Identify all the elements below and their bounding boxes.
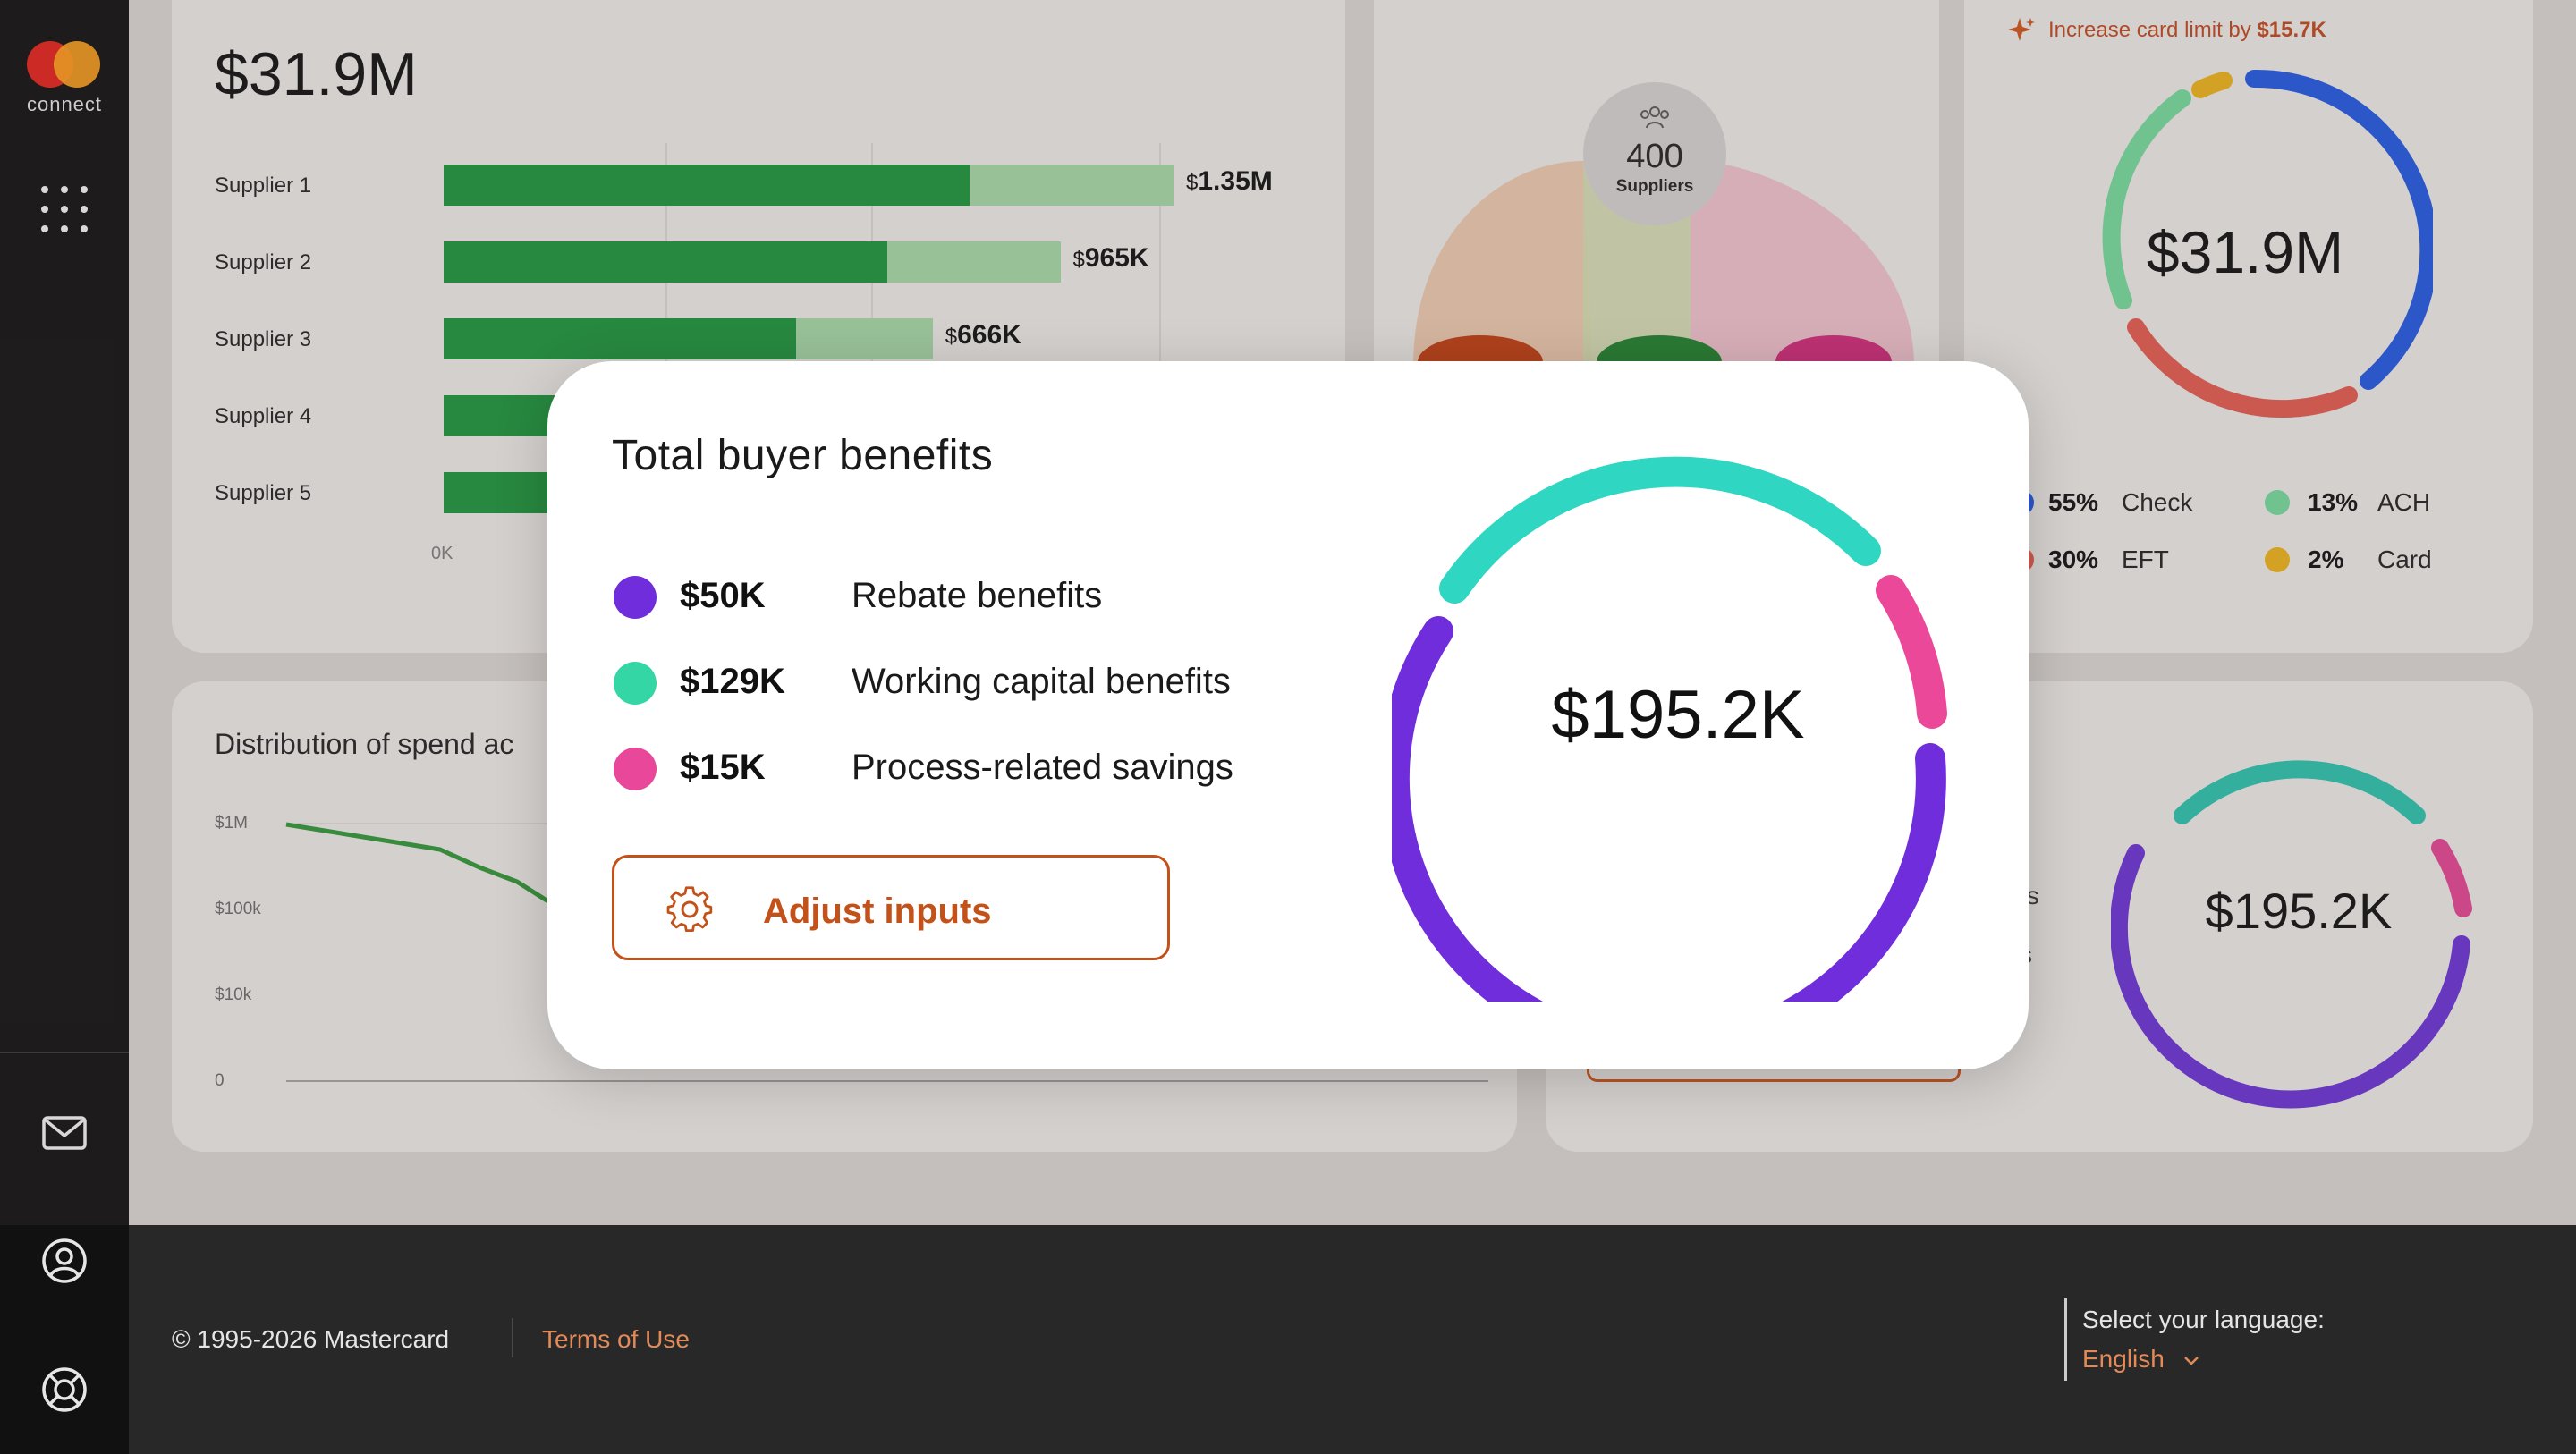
benefit-dot-process xyxy=(614,748,657,790)
footer xyxy=(129,1225,2576,1454)
legend-label: EFT xyxy=(2122,545,2169,573)
mastercard-logo[interactable] xyxy=(25,41,102,89)
adjust-inputs-label: Adjust inputs xyxy=(763,892,992,931)
language-divider xyxy=(2064,1298,2067,1381)
gridline xyxy=(286,823,555,824)
legend-label: ACH xyxy=(2377,488,2431,516)
supplier-label: Supplier 1 xyxy=(215,173,312,198)
legend-dot xyxy=(2265,490,2290,515)
benefit-amount: $15K xyxy=(680,748,766,787)
language-value: English xyxy=(2082,1345,2165,1373)
sidebar xyxy=(0,0,129,1454)
benefit-label: Rebate benefits xyxy=(852,576,1103,615)
benefit-label: Working capital benefits xyxy=(852,662,1231,701)
supplier-label: Supplier 4 xyxy=(215,404,312,428)
benefits-total: $195.2K xyxy=(1551,677,1805,753)
help-lifebuoy-icon[interactable] xyxy=(39,1365,89,1415)
y-tick: $1M xyxy=(215,814,248,833)
supplier-bar[interactable] xyxy=(444,241,1061,283)
supplier-bar-value: $965K xyxy=(1072,243,1149,273)
legend-pct: 13% xyxy=(2308,488,2359,516)
adjust-inputs-button-back xyxy=(1587,1059,1961,1082)
legend-label: Card xyxy=(2377,545,2432,573)
benefit-dot-working-capital xyxy=(614,662,657,705)
payment-mix-card xyxy=(1964,0,2533,653)
copyright: © 1995-2026 Mastercard xyxy=(172,1325,450,1353)
supplier-bar-value: $1.35M xyxy=(1186,166,1273,196)
legend-pct: 2% xyxy=(2308,545,2344,573)
adjust-inputs-button[interactable]: Adjust inputs xyxy=(612,855,1170,960)
supplier-label: Supplier 3 xyxy=(215,327,312,351)
benefit-amount: $129K xyxy=(680,662,785,701)
language-select[interactable]: English xyxy=(2082,1345,2200,1374)
payment-donut xyxy=(2102,69,2433,418)
distribution-line xyxy=(285,822,553,905)
axis-tick-label: 0K xyxy=(431,544,453,563)
supplier-label: Supplier 5 xyxy=(215,481,312,505)
supplier-count-label: Suppliers xyxy=(1615,177,1694,196)
suppliers-total: $31.9M xyxy=(215,40,418,108)
people-icon xyxy=(1640,106,1669,129)
supplier-bar-paid xyxy=(444,318,796,359)
supplier-count-badge: 400 Suppliers xyxy=(1583,82,1726,225)
distribution-title: Distribution of spend ac xyxy=(215,728,514,760)
card-limit-value: $15.7K xyxy=(2257,18,2326,42)
legend-dot xyxy=(2265,547,2290,572)
language-label: Select your language: xyxy=(2082,1306,2325,1333)
benefit-dot-rebate xyxy=(614,576,657,619)
gear-icon xyxy=(666,886,713,932)
benefits-total-back: $195.2K xyxy=(2205,883,2393,939)
sidebar-divider xyxy=(0,1052,129,1053)
apps-grid-icon[interactable] xyxy=(39,184,89,234)
gridline xyxy=(1159,143,1161,528)
user-icon[interactable] xyxy=(39,1236,89,1286)
y-tick: $100k xyxy=(215,900,261,918)
payment-total: $31.9M xyxy=(2146,219,2344,285)
legend-pct: 30% xyxy=(2048,545,2099,573)
legend-label: Check xyxy=(2122,488,2193,516)
terms-link[interactable]: Terms of Use xyxy=(542,1325,690,1353)
benefit-amount: $50K xyxy=(680,576,766,615)
card-limit-prefix: Increase card limit by xyxy=(2048,18,2251,42)
supplier-bar[interactable] xyxy=(444,318,933,359)
benefits-donut-small xyxy=(2111,760,2472,1109)
logo-text: connect xyxy=(26,93,103,115)
benefit-label: Process-related savings xyxy=(852,748,1233,787)
chevron-down-icon xyxy=(2183,1356,2199,1365)
y-tick: 0 xyxy=(215,1071,225,1090)
modal-title: Total buyer benefits xyxy=(612,432,994,479)
y-tick: $10k xyxy=(215,985,252,1004)
sparkle-icon xyxy=(2008,18,2035,41)
distribution-x-axis xyxy=(286,1080,1488,1082)
card-limit-tip[interactable]: Increase card limit by $15.7K xyxy=(2048,18,2326,43)
benefits-donut xyxy=(1392,456,1947,1002)
supplier-label: Supplier 2 xyxy=(215,250,312,275)
supplier-bar[interactable] xyxy=(444,165,1174,206)
supplier-bar-paid xyxy=(444,241,888,283)
supplier-count: 400 xyxy=(1626,138,1683,175)
footer-divider xyxy=(512,1318,513,1357)
supplier-bar-paid xyxy=(444,165,970,206)
legend-pct: 55% xyxy=(2048,488,2099,516)
network-fan-graphic xyxy=(1413,161,1914,367)
mail-icon[interactable] xyxy=(39,1107,89,1157)
supplier-bar-value: $666K xyxy=(945,320,1021,350)
